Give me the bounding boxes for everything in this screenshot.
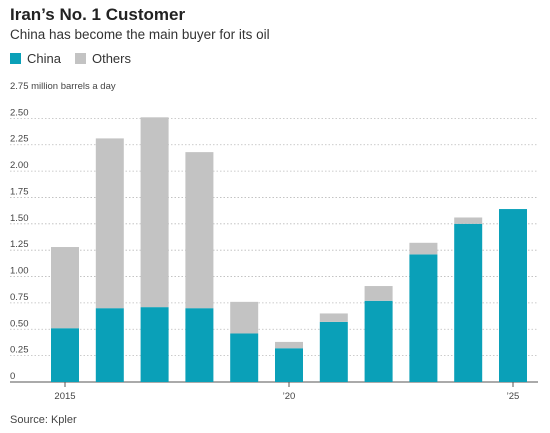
- bar-others-2021: [319, 313, 348, 322]
- y-tick-label: 1.75: [10, 186, 29, 197]
- y-tick-label: 1.50: [10, 213, 29, 224]
- bar-china-2024: [454, 223, 483, 382]
- bar-china-2021: [319, 321, 348, 382]
- bar-others-2015: [51, 247, 79, 329]
- y-tick-label: 2.50: [10, 107, 29, 118]
- y-tick-label: 0.75: [10, 292, 29, 303]
- bar-others-2024: [454, 217, 483, 224]
- x-tick-label: ’20: [283, 391, 296, 402]
- y-tick-label: 0.25: [10, 345, 29, 356]
- bar-others-2022: [364, 286, 393, 301]
- y-tick-label: 1.00: [10, 266, 29, 277]
- bar-china-2019: [230, 333, 259, 382]
- y-tick-label: 2.00: [10, 160, 29, 171]
- chart-subtitle: China has become the main buyer for its …: [10, 27, 270, 42]
- legend-swatch-others: [74, 53, 86, 64]
- bar-others-2016: [95, 138, 124, 309]
- chart-title: Iran’s No. 1 Customer: [10, 5, 186, 24]
- y-tick-label: 1.25: [10, 239, 29, 250]
- source-note: Source: Kpler: [10, 414, 77, 426]
- x-tick-label: 2015: [54, 391, 75, 402]
- bar-others-2023: [409, 242, 438, 255]
- legend-swatch-china: [10, 53, 21, 64]
- bar-china-2018: [185, 308, 214, 382]
- bar-china-2017: [140, 307, 169, 382]
- y-tick-label: 2.25: [10, 134, 29, 145]
- y-tick-label: 0.50: [10, 318, 29, 329]
- bar-china-2015: [51, 328, 79, 382]
- legend-label-others: Others: [91, 51, 131, 66]
- x-tick-label: ’25: [507, 391, 520, 402]
- bar-china-2016: [95, 308, 124, 382]
- bar-china-2020: [275, 348, 303, 382]
- legend-label-china: China: [27, 51, 61, 66]
- legend: China Others: [10, 51, 131, 66]
- bar-others-2019: [230, 301, 259, 334]
- legend-item-others: Others: [74, 51, 131, 66]
- bar-others-2018: [185, 152, 214, 309]
- bar-china-2022: [364, 300, 393, 382]
- legend-item-china: China: [10, 51, 61, 66]
- bar-others-2020: [275, 341, 303, 349]
- bar-china-2025: [499, 209, 527, 382]
- bar-others-2017: [140, 117, 169, 308]
- y-tick-label: 0: [10, 371, 15, 382]
- bar-china-2023: [409, 254, 438, 382]
- y-unit-label: 2.75 million barrels a day: [10, 81, 116, 92]
